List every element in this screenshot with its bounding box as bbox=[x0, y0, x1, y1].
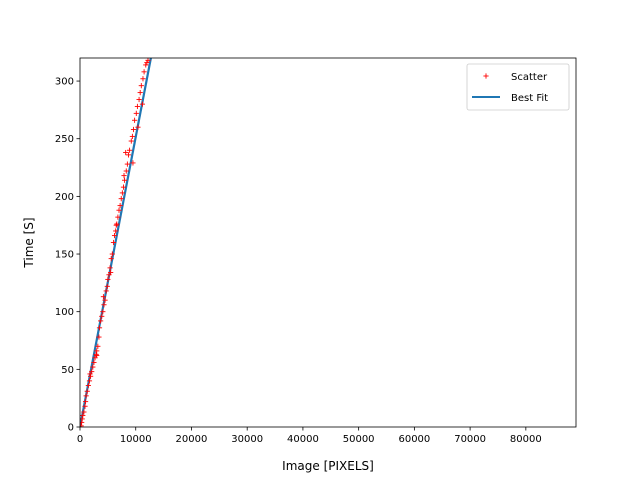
scatter-point bbox=[136, 96, 142, 103]
scatter-point bbox=[125, 152, 132, 158]
scatter-point bbox=[128, 138, 134, 144]
scatter-point bbox=[91, 359, 97, 366]
y-tick-label: 150 bbox=[55, 250, 74, 261]
scatter-point bbox=[144, 60, 150, 66]
x-axis-label: Image [PIXELS] bbox=[282, 459, 374, 473]
x-tick-label: 80000 bbox=[510, 434, 542, 445]
scatter-point bbox=[85, 382, 91, 389]
scatter-point bbox=[98, 318, 104, 324]
scatter-point bbox=[133, 110, 139, 116]
scatter-point bbox=[119, 190, 125, 196]
x-tick-label: 70000 bbox=[454, 434, 486, 445]
legend-scatter-label: Scatter bbox=[511, 72, 548, 83]
scatter-point bbox=[86, 378, 93, 384]
legend: Scatter Best Fit bbox=[466, 63, 570, 111]
scatter-point bbox=[114, 221, 120, 227]
scatter-point bbox=[87, 371, 93, 377]
scatter-point bbox=[113, 228, 119, 234]
x-tick-label: 30000 bbox=[231, 434, 263, 445]
scatter-point bbox=[100, 294, 107, 300]
scatter-point bbox=[130, 126, 137, 133]
plot-frame bbox=[79, 57, 577, 428]
scatter-point bbox=[90, 364, 96, 370]
scatter-point bbox=[121, 173, 127, 179]
scatter-point bbox=[111, 232, 118, 239]
x-tick-label: 10000 bbox=[120, 434, 152, 445]
scatter-point bbox=[129, 133, 135, 140]
scatter-point bbox=[93, 351, 99, 357]
scatter-point bbox=[109, 251, 115, 257]
scatter-point bbox=[132, 117, 138, 123]
x-tick-label: 50000 bbox=[343, 434, 375, 445]
y-tick-label: 0 bbox=[68, 423, 74, 434]
x-axis-ticks: 0 10000 20000 30000 40000 50000 60000 70000 8000… bbox=[77, 427, 542, 445]
y-tick-label: 300 bbox=[55, 77, 74, 88]
scatter-point bbox=[108, 256, 114, 262]
scatter-point bbox=[134, 103, 141, 110]
scatter-point bbox=[80, 419, 85, 425]
scatter-point bbox=[107, 265, 113, 271]
scatter-point bbox=[87, 373, 94, 379]
scatter-point bbox=[118, 196, 124, 202]
scatter-point bbox=[141, 69, 147, 75]
scatter-point bbox=[100, 309, 106, 315]
y-tick-label: 200 bbox=[55, 192, 74, 203]
scatter-point bbox=[140, 76, 146, 82]
scatter-point bbox=[102, 297, 108, 303]
scatter-point bbox=[95, 343, 101, 349]
scatter-point bbox=[96, 334, 102, 340]
scatter-point bbox=[81, 409, 87, 415]
scatter-point bbox=[80, 423, 84, 427]
x-tick-label: 60000 bbox=[398, 434, 430, 445]
y-tick-label: 100 bbox=[55, 307, 74, 318]
scatter-point bbox=[130, 160, 136, 166]
scatter-point bbox=[137, 89, 143, 96]
scatter-point bbox=[145, 58, 151, 63]
legend-scatter-marker bbox=[483, 73, 489, 79]
best-fit-line bbox=[80, 58, 153, 427]
series-layer bbox=[80, 58, 153, 427]
scatter-point bbox=[110, 239, 117, 246]
scatter-point bbox=[135, 124, 141, 130]
scatter-point bbox=[96, 325, 103, 331]
scatter-point bbox=[124, 161, 130, 167]
plot-area bbox=[80, 58, 576, 427]
x-tick-label: 40000 bbox=[287, 434, 319, 445]
scatter-point bbox=[103, 288, 109, 294]
scatter-point bbox=[80, 412, 86, 419]
y-tick-label: 250 bbox=[55, 134, 74, 145]
scatter-point bbox=[143, 62, 149, 68]
scatter-point bbox=[82, 399, 89, 405]
scatter-point bbox=[113, 222, 119, 228]
y-axis-label: Time [S] bbox=[22, 217, 36, 268]
scatter-point bbox=[116, 207, 122, 213]
scatter-point bbox=[120, 184, 127, 190]
scatter-point bbox=[115, 214, 121, 220]
scatter-point bbox=[80, 416, 85, 422]
y-tick-label: 50 bbox=[61, 365, 74, 376]
scatter-point bbox=[123, 149, 129, 156]
scatter-point bbox=[101, 302, 107, 308]
scatter-point bbox=[99, 313, 105, 319]
scatter-point bbox=[94, 348, 100, 354]
y-axis-ticks: 0 50 100 150 200 250 300 bbox=[55, 77, 80, 434]
x-tick-label: 20000 bbox=[176, 434, 208, 445]
scatter-point bbox=[108, 269, 114, 276]
scatter-point bbox=[121, 177, 128, 183]
scatter-point bbox=[123, 168, 129, 174]
scatter-point bbox=[83, 393, 89, 399]
scatter-point bbox=[139, 101, 146, 107]
scatter-point bbox=[94, 352, 100, 359]
scatter-point bbox=[127, 147, 133, 153]
scatter-point bbox=[84, 388, 90, 394]
scatter-point bbox=[104, 283, 110, 289]
scatter-point bbox=[82, 403, 88, 409]
scatter-point bbox=[105, 276, 111, 282]
scatter-point bbox=[138, 83, 144, 89]
legend-box bbox=[466, 63, 570, 111]
legend-bestfit-label: Best Fit bbox=[511, 93, 548, 104]
x-tick-label: 0 bbox=[77, 434, 83, 445]
scatter-point bbox=[117, 203, 123, 209]
